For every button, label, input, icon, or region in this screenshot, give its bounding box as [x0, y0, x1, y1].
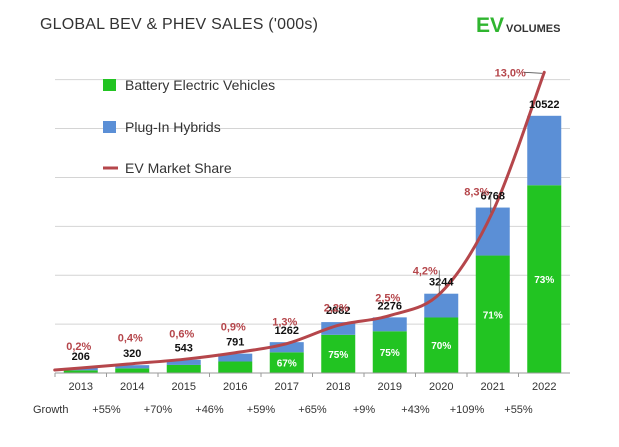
growth-value: +70%	[144, 404, 173, 416]
growth-label: Growth	[33, 404, 68, 416]
growth-value: +9%	[353, 404, 376, 416]
gridlines	[55, 79, 570, 325]
bars	[63, 115, 562, 373]
legend: Battery Electric Vehicles Plug-In Hybrid…	[103, 77, 275, 176]
bar-phev-2019	[372, 317, 407, 332]
bar-bev-2014	[115, 368, 150, 373]
bar-bev-2020	[424, 317, 459, 373]
bar-phev-2018	[321, 322, 356, 335]
bev-share-label: 75%	[328, 350, 348, 361]
legend-share-label: EV Market Share	[125, 160, 232, 176]
total-label: 6768	[481, 191, 505, 203]
market-share-label: 0,4%	[118, 333, 143, 345]
bar-phev-2017	[269, 342, 304, 353]
bar-phev-2016	[218, 353, 253, 362]
legend-bev-label: Battery Electric Vehicles	[125, 77, 275, 93]
total-label: 791	[226, 337, 244, 349]
total-label: 2276	[378, 300, 402, 312]
market-share-label: 13,0%	[495, 67, 526, 79]
market-share-label: 8,3%	[464, 187, 489, 199]
x-tick-label: 2021	[481, 381, 505, 393]
bev-share-label: 71%	[483, 310, 503, 321]
growth-value: +43%	[401, 404, 430, 416]
ev-volumes-logo: EV VOLUMES	[476, 14, 560, 38]
growth-value: +109%	[450, 404, 485, 416]
market-share-label: 0,6%	[169, 328, 194, 340]
x-axis: 2013 2014 2015 2016 2017 2018 2019 2020 2021 2022	[54, 372, 570, 393]
x-tick-label: 2019	[378, 381, 402, 393]
total-label: 3244	[429, 277, 454, 289]
bar-phev-2015	[166, 359, 201, 365]
bar-bev-2016	[218, 361, 253, 373]
growth-value: +55%	[504, 404, 533, 416]
legend-phev-swatch	[103, 121, 116, 133]
growth-value: +46%	[195, 404, 224, 416]
total-label: 320	[123, 348, 141, 360]
bar-bev-2015	[166, 364, 201, 373]
bar-bev-2013	[63, 370, 98, 373]
x-tick-label: 2018	[326, 381, 350, 393]
x-tick-label: 2017	[275, 381, 299, 393]
bar-phev-2022	[527, 115, 562, 186]
x-tick-label: 2022	[532, 381, 556, 393]
bev-share-label: 70%	[431, 341, 451, 352]
market-share-label: 4,2%	[413, 265, 438, 277]
total-label: 2082	[326, 305, 350, 317]
market-share-line	[53, 70, 546, 372]
bar-phev-2014	[115, 365, 150, 369]
market-share-label: 0,2%	[66, 341, 91, 353]
market-share-label: 1,3%	[272, 317, 297, 329]
x-tick-label: 2016	[223, 381, 247, 393]
market-share-label: 2,5%	[375, 293, 400, 305]
bar-bev-2022	[527, 185, 562, 373]
growth-value: +55%	[92, 404, 121, 416]
bar-bev-2021	[475, 255, 510, 373]
bar-bev-2019	[372, 331, 407, 373]
chart-title: GLOBAL BEV & PHEV SALES ('000s)	[40, 16, 319, 33]
x-tick-label: 2020	[429, 381, 453, 393]
legend-bev-swatch	[103, 79, 116, 91]
x-tick-label: 2015	[172, 381, 196, 393]
x-tick-label: 2014	[120, 381, 144, 393]
bev-share-label: 67%	[277, 359, 297, 370]
bar-phev-2020	[424, 293, 459, 318]
market-share-label: 2,2%	[324, 302, 349, 314]
logo-volumes-text: VOLUMES	[506, 23, 561, 35]
growth-row: Growth +55% +70% +46% +59% +65% +9% +43% +109% +…	[33, 404, 533, 416]
bev-share-label: 73%	[534, 275, 554, 286]
bar-bev-2017	[269, 352, 304, 373]
bev-share-label: 75%	[380, 348, 400, 359]
total-label: 206	[72, 351, 90, 363]
market-share-label: 0,9%	[221, 322, 246, 334]
market-share-line-group	[53, 70, 546, 372]
bar-bev-2018	[321, 334, 356, 373]
share-leader-line	[524, 71, 543, 74]
total-label: 543	[175, 343, 193, 355]
data-labels: 206 320 543 791 1262 67% 2082 75% 2276 75% 3244 70%…	[66, 67, 559, 369]
x-tick-label: 2013	[69, 381, 93, 393]
total-label: 1262	[275, 325, 299, 337]
growth-value: +65%	[298, 404, 327, 416]
total-label: 10522	[529, 99, 560, 111]
legend-phev-label: Plug-In Hybrids	[125, 119, 221, 135]
logo-ev-text: EV	[476, 14, 505, 37]
growth-value: +59%	[247, 404, 276, 416]
